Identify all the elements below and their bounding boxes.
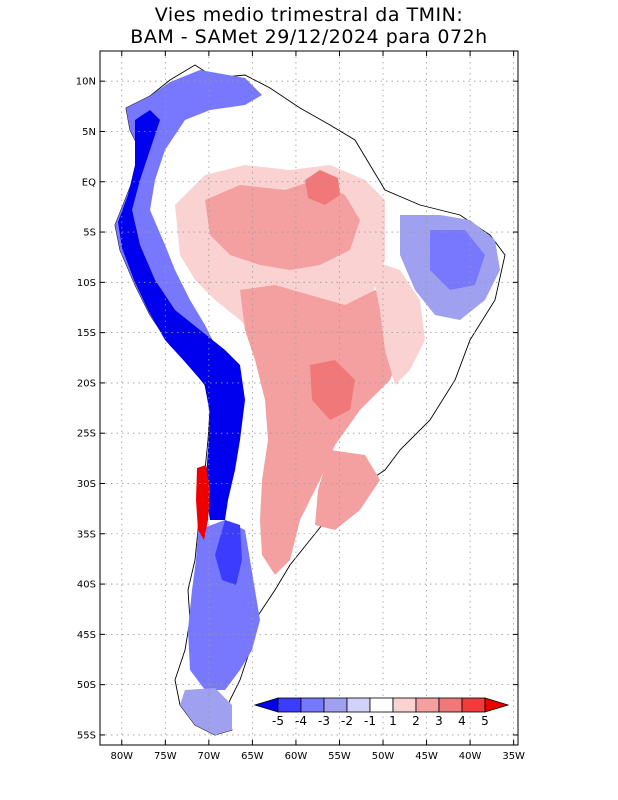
negative-bias-south-tip	[180, 688, 232, 735]
colorbar: -5 -4 -3 -2 -1 1 2 3 4 5	[253, 697, 510, 728]
lon-tick-label: 80W	[110, 751, 133, 762]
lat-tick-label: 10N	[76, 77, 96, 88]
colorbar-swatch	[415, 697, 440, 713]
lon-tick-label: 60W	[285, 751, 308, 762]
map-title-line2: BAM - SAMet 29/12/2024 para 072h	[130, 26, 488, 48]
bias-field	[114, 64, 506, 736]
map-gridlines	[100, 51, 518, 745]
colorbar-label: 4	[458, 714, 466, 728]
colorbar-swatch	[346, 697, 371, 713]
colorbar-swatch	[392, 697, 417, 713]
positive-bias-north-spot	[305, 170, 340, 205]
lat-tick-label: 5N	[82, 127, 96, 138]
lat-tick-label: 30S	[77, 479, 96, 490]
colorbar-swatch	[277, 697, 302, 713]
lon-tick-label: 75W	[154, 751, 177, 762]
lon-tick-label: 65W	[241, 751, 264, 762]
colorbar-swatch	[369, 697, 394, 713]
lat-tick-label: 10S	[77, 278, 96, 289]
lon-tick-label: 50W	[372, 751, 395, 762]
negative-bias-patagonia	[188, 520, 260, 690]
colorbar-label: 5	[481, 714, 489, 728]
positive-bias-pantanal	[310, 360, 355, 420]
lon-tick-label: 55W	[328, 751, 351, 762]
colorbar-label: -3	[318, 714, 330, 728]
map-frame-border	[99, 50, 519, 746]
lat-tick-label: 55S	[77, 730, 96, 741]
colorbar-label: -5	[272, 714, 284, 728]
negative-bias-northeast-core	[430, 230, 485, 290]
colorbar-swatch	[438, 697, 463, 713]
positive-bias-central	[240, 285, 405, 575]
lon-tick-label: 70W	[198, 751, 221, 762]
lat-tick-label: 35S	[77, 529, 96, 540]
colorbar-swatch	[300, 697, 325, 713]
lat-tick-label: 40S	[77, 580, 96, 591]
lat-tick-label: 45S	[77, 630, 96, 641]
colorbar-label: -2	[341, 714, 353, 728]
lat-tick-label: 15S	[77, 328, 96, 339]
lon-tick-label: 40W	[459, 751, 482, 762]
lon-tick-label: 45W	[415, 751, 438, 762]
negative-bias-patagonia-core	[215, 520, 242, 585]
map-ticks: 10N 5N EQ 5S 10S 15S 20S 25S 30S 35S 40S 45S 50S 55S 8…	[76, 51, 525, 762]
positive-bias-east-coast	[370, 260, 425, 385]
map-title-line1: Vies medio trimestral da TMIN:	[154, 4, 464, 26]
colorbar-label: -1	[364, 714, 376, 728]
colorbar-label: 1	[389, 714, 397, 728]
lon-tick-label: 35W	[502, 751, 525, 762]
lat-tick-label: 20S	[77, 378, 96, 389]
colorbar-swatch	[461, 697, 486, 713]
colorbar-label: -4	[295, 714, 307, 728]
colorbar-label: 3	[435, 714, 443, 728]
negative-bias-andes-core	[118, 110, 245, 520]
lat-tick-label: EQ	[82, 177, 96, 188]
colorbar-label: 2	[412, 714, 420, 728]
colorbar-arrow-high	[484, 697, 510, 713]
lat-tick-label: 5S	[83, 228, 96, 239]
positive-bias-south	[315, 450, 380, 530]
lat-tick-label: 25S	[77, 429, 96, 440]
lat-tick-label: 50S	[77, 680, 96, 691]
colorbar-swatch	[323, 697, 348, 713]
